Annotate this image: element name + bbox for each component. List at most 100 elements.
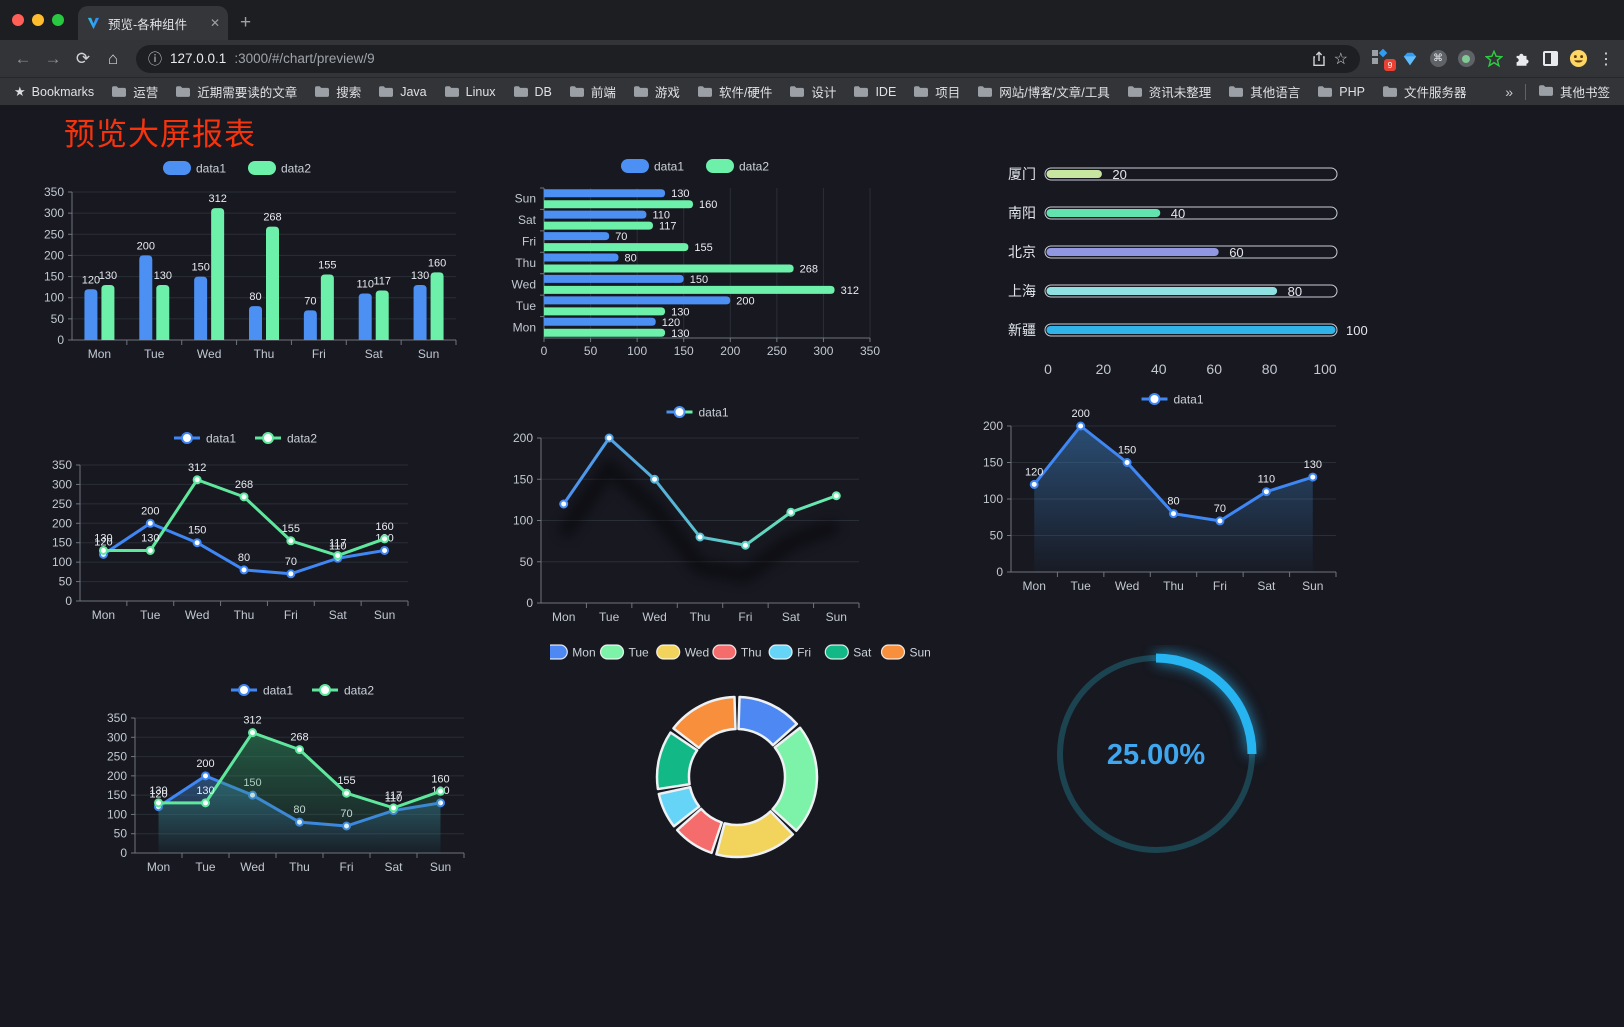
forward-icon[interactable]: →	[44, 48, 62, 68]
page-title: 预览大屏报表	[64, 117, 256, 152]
extension-grid-icon[interactable]: 9	[1368, 47, 1396, 71]
grouped-bar-chart[interactable]: 0 50 100 150 200 250 300 350 Mon Tue Wed Thu Fri Sat S…	[40, 150, 470, 370]
svg-text:250: 250	[107, 750, 127, 764]
svg-text:0: 0	[120, 846, 127, 860]
bookmark-folder-item[interactable]: 其他语言	[1228, 82, 1300, 101]
svg-text:100: 100	[1313, 361, 1337, 377]
donut-chart[interactable]: Mon Tue Wed Thu Fri Sat Sun	[550, 635, 930, 890]
home-icon[interactable]: ⌂	[107, 48, 119, 68]
svg-text:200: 200	[107, 769, 127, 783]
svg-text:100: 100	[983, 492, 1003, 506]
window-minimize-button[interactable]	[32, 14, 44, 26]
bookmark-folder-item[interactable]: 设计	[789, 82, 836, 101]
record-extension-icon[interactable]	[1452, 47, 1480, 71]
svg-text:Wed: Wed	[685, 646, 709, 660]
bookmark-folder-item[interactable]: 网站/博客/文章/工具	[977, 82, 1110, 101]
dual-area-chart[interactable]: 0 50 100 150 200 250 300 350 Mon Tue Wed Thu Fri Sat S…	[95, 675, 495, 890]
bookmark-folder-item[interactable]: 软件/硬件	[697, 82, 772, 101]
svg-text:80: 80	[625, 253, 637, 265]
star-extension-icon[interactable]	[1480, 47, 1508, 71]
command-extension-icon[interactable]: ⌘	[1424, 47, 1452, 71]
folder-icon	[1382, 85, 1398, 98]
bookmark-folder-item[interactable]: 游戏	[633, 82, 680, 101]
bookmark-folder-item[interactable]: IDE	[853, 82, 896, 101]
address-bar[interactable]: ⓘ 127.0.0.1:3000/#/chart/preview/9 ☆	[136, 44, 1360, 73]
svg-text:160: 160	[375, 521, 393, 533]
bookmark-folder-item[interactable]: 运营	[111, 82, 158, 101]
bookmark-folder-item[interactable]: 资讯未整理	[1127, 82, 1211, 101]
chart-legend[interactable]: data1 data2	[231, 684, 374, 698]
svg-text:150: 150	[690, 274, 708, 286]
svg-text:50: 50	[520, 555, 534, 569]
svg-text:130: 130	[141, 532, 159, 544]
svg-text:50: 50	[990, 529, 1004, 543]
bookmark-folder-item[interactable]: 近期需要读的文章	[175, 82, 297, 101]
browser-toolbar: ← → ⟳ ⌂ ⓘ 127.0.0.1:3000/#/chart/preview…	[0, 40, 1624, 77]
chart-legend[interactable]: Mon Tue Wed Thu Fri Sat Sun	[550, 644, 930, 660]
bookmark-folder-item[interactable]: Linux	[444, 82, 496, 101]
gauge-chart[interactable]: 25.00%	[1045, 645, 1267, 867]
folder-icon	[913, 85, 929, 98]
svg-text:160: 160	[428, 257, 446, 269]
back-icon[interactable]: ←	[14, 48, 32, 68]
svg-text:200: 200	[1071, 408, 1089, 420]
svg-text:40: 40	[1171, 206, 1185, 221]
bookmark-folder-item[interactable]: 项目	[913, 82, 960, 101]
capsule-progress-chart[interactable]: 厦门 20 南阳 40 北京 60 上海 80 新疆 100 0 20 40 60 80 100	[990, 150, 1380, 390]
window-zoom-button[interactable]	[52, 14, 64, 26]
browser-menu-icon[interactable]: ⋮	[1598, 50, 1614, 68]
window-close-button[interactable]	[12, 14, 24, 26]
svg-text:Thu: Thu	[690, 610, 711, 622]
bookmarks-overflow-button[interactable]: »	[1505, 83, 1513, 100]
reload-icon[interactable]: ⟳	[75, 48, 91, 68]
gradient-line-chart[interactable]: 0 50 100 150 200 Mon Tue Wed Thu Fri Sat Sun data1	[495, 400, 895, 622]
svg-text:150: 150	[191, 262, 209, 274]
folder-icon	[314, 85, 330, 98]
emoji-extension-icon[interactable]	[1564, 47, 1592, 71]
share-icon[interactable]	[1312, 50, 1326, 67]
chart-legend[interactable]: data1 data2	[621, 159, 769, 174]
chart-legend[interactable]: data1	[1141, 393, 1204, 407]
extensions-puzzle-icon[interactable]	[1508, 47, 1536, 71]
svg-text:Mon: Mon	[147, 860, 170, 874]
svg-text:Tue: Tue	[516, 299, 537, 313]
bookmarks-manager-item[interactable]: ★ Bookmarks	[14, 83, 95, 99]
chart-legend[interactable]: data1	[666, 406, 729, 420]
svg-text:200: 200	[983, 419, 1003, 433]
url-host: 127.0.0.1	[170, 51, 227, 66]
window-controls	[0, 0, 78, 40]
bookmark-folder-item[interactable]: DB	[513, 82, 552, 101]
page-info-icon[interactable]: ⓘ	[148, 50, 162, 67]
bookmark-folder-item[interactable]: 搜索	[314, 82, 361, 101]
bookmark-folder-item[interactable]: PHP	[1317, 82, 1365, 101]
other-bookmarks-item[interactable]: 其他书签	[1538, 82, 1610, 101]
svg-text:Sun: Sun	[430, 860, 451, 874]
svg-text:200: 200	[196, 758, 214, 770]
chart-legend[interactable]: data1 data2	[174, 432, 317, 446]
site-favicon	[86, 16, 101, 31]
new-tab-button[interactable]: +	[240, 12, 252, 33]
svg-text:70: 70	[1214, 503, 1226, 515]
svg-text:Tue: Tue	[599, 610, 620, 622]
side-panel-icon[interactable]	[1536, 47, 1564, 71]
svg-text:250: 250	[52, 497, 72, 511]
svg-text:160: 160	[699, 199, 717, 211]
folder-icon	[853, 85, 869, 98]
single-area-chart[interactable]: 0 50 100 150 200 Mon Tue Wed Thu Fri Sat Sun 120 200 1…	[975, 390, 1375, 595]
svg-text:Thu: Thu	[515, 256, 536, 270]
svg-text:Mon: Mon	[513, 320, 536, 334]
browser-tab[interactable]: 预览-各种组件 ✕	[78, 6, 228, 40]
bookmark-star-icon[interactable]: ☆	[1333, 50, 1348, 68]
bookmark-folder-item[interactable]: Java	[378, 82, 427, 101]
svg-text:100: 100	[627, 344, 647, 358]
svg-text:150: 150	[107, 788, 127, 802]
dual-line-chart[interactable]: 0 50 100 150 200 250 300 350 Mon Tue Wed Thu Fri Sat S…	[40, 425, 440, 637]
svg-text:268: 268	[800, 264, 818, 276]
tab-close-icon[interactable]: ✕	[209, 16, 220, 30]
bookmark-folder-item[interactable]: 前端	[569, 82, 616, 101]
gem-extension-icon[interactable]	[1396, 47, 1424, 71]
svg-text:120: 120	[662, 317, 680, 329]
chart-legend[interactable]: data1 data2	[163, 161, 311, 176]
bookmark-folder-item[interactable]: 文件服务器	[1382, 82, 1466, 101]
